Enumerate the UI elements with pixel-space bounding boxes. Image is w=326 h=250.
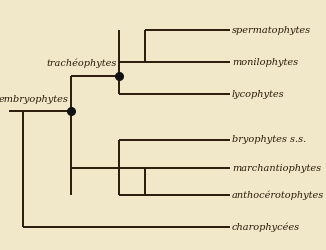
Text: lycophytes: lycophytes	[232, 90, 285, 99]
Text: anthocérotophytes: anthocérotophytes	[232, 190, 324, 200]
Text: trachéophytes: trachéophytes	[47, 59, 117, 69]
Text: embryophytes: embryophytes	[0, 95, 68, 104]
Text: charophycées: charophycées	[232, 222, 300, 232]
Text: marchantiophytes: marchantiophytes	[232, 164, 321, 172]
Text: bryophytes s.s.: bryophytes s.s.	[232, 135, 306, 144]
Text: spermatophytes: spermatophytes	[232, 26, 311, 35]
Text: monilophytes: monilophytes	[232, 58, 298, 67]
